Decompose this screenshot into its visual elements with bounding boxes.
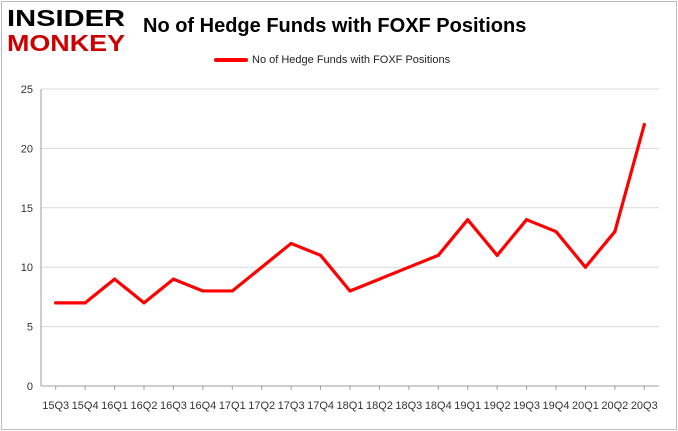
x-tick-label: 17Q2: [248, 400, 275, 412]
x-tick-label: 20Q2: [601, 400, 628, 412]
x-tick-label: 16Q3: [160, 400, 187, 412]
x-tick-label: 20Q1: [572, 400, 599, 412]
x-tick-label: 19Q2: [484, 400, 511, 412]
chart-title: No of Hedge Funds with FOXF Positions: [143, 15, 527, 37]
data-point: [524, 218, 529, 222]
x-tick-label: 18Q1: [337, 400, 364, 412]
x-tick-label: 15Q4: [72, 400, 99, 412]
data-point: [436, 253, 440, 257]
x-tick-label: 15Q3: [42, 400, 69, 412]
data-point: [613, 229, 617, 234]
x-tick-label: 19Q4: [543, 400, 570, 412]
data-point: [54, 301, 58, 305]
x-tick-label: 17Q3: [278, 400, 305, 412]
data-point: [466, 218, 470, 222]
data-point: [260, 265, 264, 269]
y-tick-label: 25: [21, 84, 33, 96]
data-point: [83, 301, 87, 305]
x-tick-label: 18Q3: [395, 400, 422, 412]
data-point: [201, 289, 205, 293]
series-line: [54, 123, 646, 305]
data-point: [230, 289, 234, 293]
y-tick-label: 0: [27, 381, 33, 393]
y-tick-label: 20: [21, 143, 33, 155]
y-tick-label: 5: [27, 322, 33, 334]
x-tick-label: 17Q1: [219, 400, 246, 412]
data-point: [642, 123, 646, 127]
x-tick-label: 17Q4: [307, 400, 334, 412]
data-point: [318, 253, 323, 257]
logo-line-2: MONKEY: [7, 30, 125, 54]
y-tick-label: 15: [21, 203, 33, 215]
data-point: [171, 277, 176, 281]
x-tick-label: 16Q1: [101, 400, 128, 412]
y-tick-label: 10: [21, 262, 33, 274]
chart-legend: No of Hedge Funds with FOXF Positions: [214, 54, 450, 66]
data-point: [142, 301, 146, 305]
data-point: [377, 277, 382, 281]
data-point: [495, 253, 499, 257]
x-tick-label: 16Q4: [189, 400, 216, 412]
x-tick-label: 19Q3: [513, 400, 540, 412]
insider-monkey-logo: INSIDER MONKEY: [7, 5, 125, 54]
data-point: [348, 289, 352, 293]
data-point: [112, 277, 117, 281]
x-tick-label: 16Q2: [131, 400, 158, 412]
data-point: [289, 241, 293, 246]
legend-swatch: [214, 58, 248, 62]
x-tick-label: 18Q4: [425, 400, 452, 412]
x-tick-label: 18Q2: [366, 400, 393, 412]
x-tick-label: 20Q3: [631, 400, 658, 412]
data-point: [583, 265, 588, 269]
legend-label: No of Hedge Funds with FOXF Positions: [252, 54, 451, 66]
x-tick-label: 19Q1: [454, 400, 481, 412]
data-point: [407, 265, 411, 269]
data-point: [554, 229, 558, 234]
logo-line-1: INSIDER: [7, 5, 125, 31]
